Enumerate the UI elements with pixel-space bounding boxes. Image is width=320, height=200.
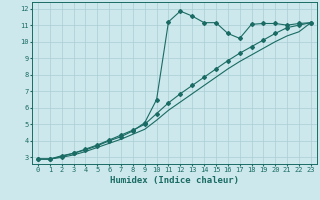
X-axis label: Humidex (Indice chaleur): Humidex (Indice chaleur) (110, 176, 239, 185)
